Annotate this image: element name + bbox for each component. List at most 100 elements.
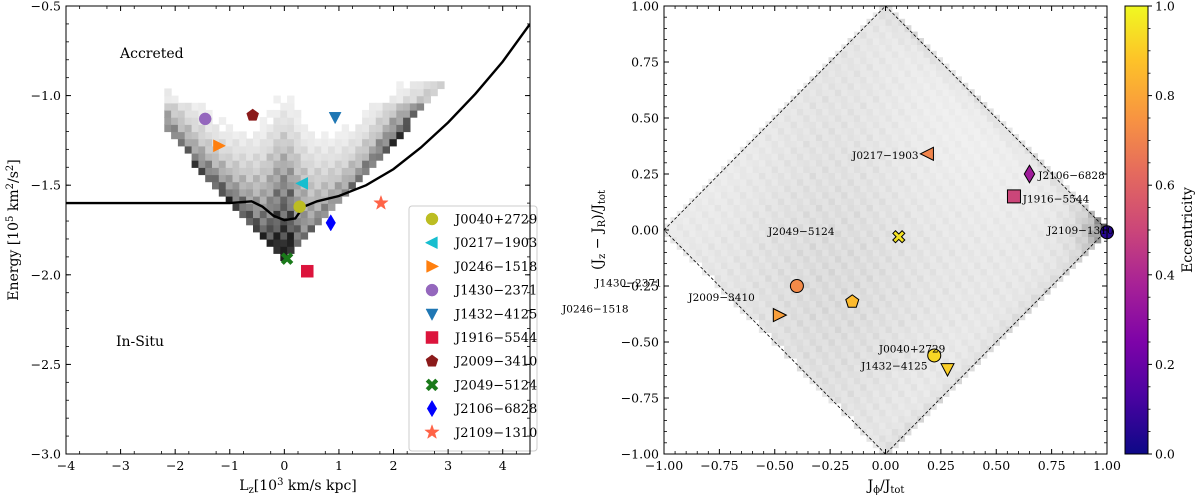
colorbar-tick-label: 1.0	[1155, 0, 1175, 14]
x-tick-label: −0.25	[811, 458, 849, 473]
legend-label: J1916−5544	[453, 331, 537, 346]
legend-marker-J1916−5544	[425, 331, 439, 344]
x-tick-label: 0.25	[927, 458, 955, 473]
star-annotation: J2106−6828	[1037, 170, 1104, 182]
ecc-marker-J1430−2371	[789, 279, 804, 293]
left-axes: −4 −3 −2 −1 0 1 2 3 4 −3.0 −2.5 −2.0 −1.5 −1.0 −0.5	[31, 0, 530, 473]
y-tick-label: 0.25	[631, 167, 659, 182]
accretion-boundary-curve	[66, 23, 530, 222]
colorbar-label: Eccentricity	[1180, 187, 1196, 273]
legend-marker-J2106−6828	[426, 400, 438, 418]
x-tick-label: −0.75	[700, 458, 738, 473]
y-tick-label: −0.75	[621, 391, 659, 406]
star-annotation: J0040+2729	[878, 344, 945, 356]
y-tick-label: 0.00	[631, 223, 659, 238]
legend-label: J0040+2729	[453, 213, 537, 228]
marker-J1430−2371	[198, 112, 212, 126]
legend-box	[408, 205, 538, 452]
y-tick-label: 0.50	[631, 111, 659, 126]
star-annotation: J0217−1903	[851, 150, 918, 162]
legend-marker-J2109−1310	[424, 424, 440, 439]
y-tick-label: −3.0	[31, 447, 61, 462]
ecc-marker-J1916−5544	[1006, 189, 1021, 204]
x-tick-label: 2	[390, 458, 398, 473]
x-tick-label: −1.00	[645, 458, 683, 473]
x-tick-label: 1.00	[1093, 458, 1121, 473]
left-legend: J0040+2729 J0217−1903 J0246−1518 J1430−2371…	[408, 205, 538, 452]
legend-label: J1432−4125	[453, 307, 537, 322]
colorbar-tick-label: 0.2	[1155, 357, 1175, 372]
right-star-markers	[772, 146, 1114, 378]
marker-J0217−1903	[295, 177, 309, 190]
star-annotation: J1916−5544	[1022, 194, 1090, 206]
y-tick-label: −0.5	[31, 0, 61, 14]
legend-label: J2049−5124	[453, 378, 537, 393]
left-panel: Accreted In-Situ J0040+2729 J0217−1903 J02…	[5, 0, 538, 496]
colorbar-tick-label: 0.8	[1155, 88, 1175, 103]
colorbar-gradient	[1124, 5, 1149, 455]
x-tick-label: 0.50	[982, 458, 1010, 473]
y-tick-label: 0.75	[631, 55, 659, 70]
x-tick-label: −2	[166, 458, 184, 473]
x-tick-label: −1	[221, 458, 239, 473]
legend-label: J1430−2371	[453, 284, 537, 299]
left-y-axis-label: Energy [105 km2/s2]	[5, 159, 22, 301]
x-tick-label: 3	[444, 458, 452, 473]
colorbar: 0.0 0.2 0.4 0.6 0.8 1.0 Eccentricity	[1124, 0, 1196, 462]
legend-label: J2109−1310	[453, 426, 537, 441]
star-annotation: J2009−3410	[687, 292, 754, 304]
legend-marker-J1430−2371	[425, 283, 439, 297]
y-tick-label: −0.25	[621, 279, 659, 294]
marker-J1432−4125	[328, 112, 342, 125]
legend-marker-J2049−5124	[425, 378, 439, 392]
y-tick-label: −2.0	[31, 267, 61, 282]
left-region-labels: Accreted In-Situ	[116, 46, 184, 350]
x-tick-label: 0.00	[872, 458, 900, 473]
x-tick-label: 0.75	[1038, 458, 1066, 473]
star-annotation: J0246−1518	[561, 303, 628, 315]
star-annotation: J2109−1310	[1046, 225, 1113, 237]
x-tick-label: 4	[499, 458, 507, 473]
legend-label: J2106−6828	[453, 402, 537, 417]
x-tick-label: 1	[335, 458, 343, 473]
legend-label: J2009−3410	[453, 355, 537, 370]
y-tick-label: −0.50	[621, 335, 659, 350]
left-star-markers	[198, 108, 389, 278]
star-annotation: J1432−4125	[860, 361, 927, 373]
ecc-marker-J0040+2729	[927, 348, 942, 363]
legend-marker-J0040+2729	[425, 212, 439, 226]
legend-marker-J1432−4125	[425, 308, 439, 321]
legend-marker-J0246−1518	[426, 259, 440, 273]
x-tick-label: −3	[111, 458, 129, 473]
star-annotation: J2049−5124	[767, 226, 835, 238]
colorbar-tick-label: 0.4	[1155, 267, 1175, 282]
right-panel: J0217−1903 J2106−6828 J1916−5544 J2109−1310…	[561, 0, 1121, 496]
marker-J1916−5544	[301, 264, 314, 278]
marker-J0040+2729	[293, 200, 306, 213]
star-annotation: J1430−2371	[594, 278, 661, 290]
left-x-axis-label: Lz[103 km/s kpc]	[239, 477, 357, 496]
ecc-marker-J2009−3410	[845, 294, 860, 308]
y-tick-label: −2.5	[31, 357, 61, 372]
x-tick-label: −4	[57, 458, 75, 473]
ecc-marker-J0217−1903	[919, 146, 934, 162]
right-axes: −1.00 −0.75 −0.50 −0.25 0.00 0.25 0.50 0.75 1.00…	[621, 0, 1121, 473]
y-tick-label: −1.5	[31, 178, 61, 193]
legend-label: J0217−1903	[453, 236, 537, 251]
accreted-label: Accreted	[119, 46, 184, 62]
right-y-axis-label: (Jz − JR)/Jtot	[590, 190, 608, 270]
ecc-marker-J1432−4125	[940, 363, 955, 378]
marker-J2009−3410	[246, 108, 259, 121]
colorbar-tick-label: 0.6	[1155, 178, 1175, 193]
y-tick-label: −1.0	[31, 88, 61, 103]
left-density-map	[164, 81, 445, 262]
right-star-annotations: J0217−1903 J2106−6828 J1916−5544 J2109−1310…	[561, 150, 1114, 373]
ecc-marker-J0246−1518	[772, 307, 788, 323]
marker-J2106−6828	[325, 214, 336, 232]
marker-J2109−1310	[373, 194, 389, 210]
right-x-axis-label: Jϕ/Jtot	[866, 478, 905, 496]
x-tick-label: 0	[280, 458, 288, 473]
marker-J2049−5124	[280, 252, 294, 266]
legend-marker-J0217−1903	[424, 236, 438, 250]
